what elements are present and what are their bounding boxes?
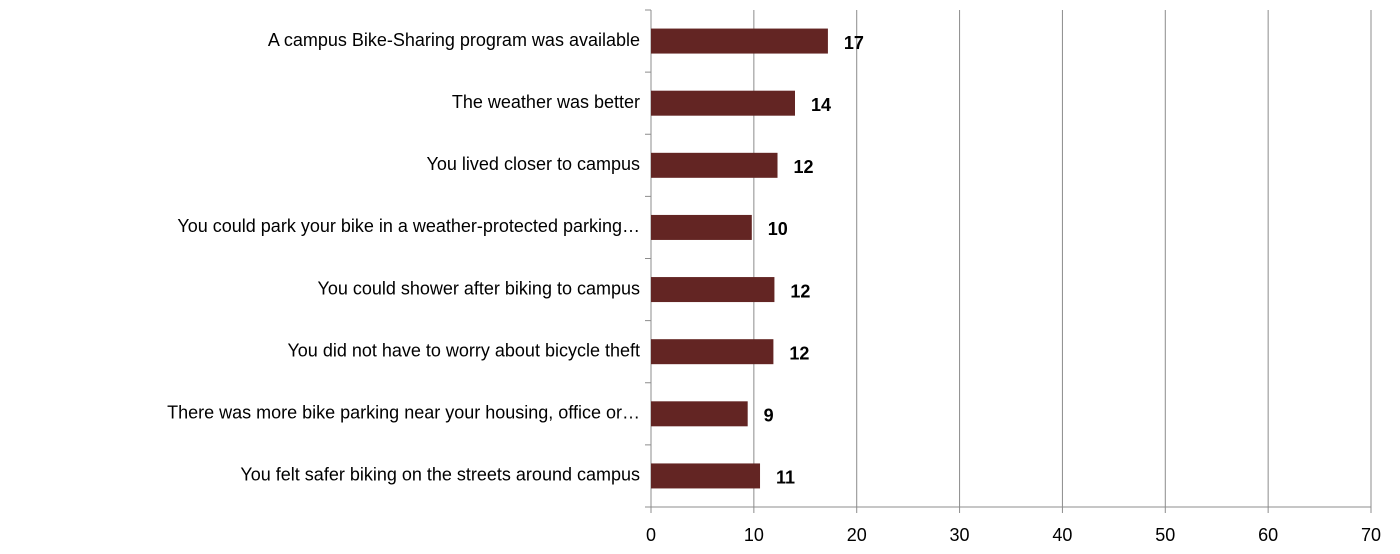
bar	[651, 152, 778, 178]
value-label: 14	[811, 95, 831, 115]
y-tick-label: You did not have to worry about bicycle …	[287, 340, 640, 360]
bar	[651, 277, 775, 303]
x-tick-label: 20	[847, 525, 867, 545]
y-tick-label: The weather was better	[452, 92, 640, 112]
y-tick-label: You could shower after biking to campus	[317, 278, 640, 298]
y-tick-label: You could park your bike in a weather-pr…	[177, 216, 640, 236]
x-tick-label: 30	[950, 525, 970, 545]
y-tick-label: There was more bike parking near your ho…	[167, 403, 640, 423]
y-tick-label: A campus Bike-Sharing program was availa…	[268, 30, 640, 50]
bar	[651, 339, 774, 365]
y-tick-label: You lived closer to campus	[427, 154, 640, 174]
bar	[651, 28, 828, 54]
value-label: 12	[794, 157, 814, 177]
value-label: 12	[789, 343, 809, 363]
value-label: 17	[844, 33, 864, 53]
value-label: 12	[790, 281, 810, 301]
x-tick-label: 40	[1052, 525, 1072, 545]
bar	[651, 401, 748, 427]
bar	[651, 90, 795, 116]
bar	[651, 463, 761, 489]
value-label: 11	[776, 468, 795, 488]
x-tick-label: 10	[744, 525, 764, 545]
value-label: 10	[768, 219, 788, 239]
x-tick-label: 50	[1155, 525, 1175, 545]
bar	[651, 214, 752, 240]
x-tick-label: 60	[1258, 525, 1278, 545]
y-tick-label: You felt safer biking on the streets aro…	[240, 465, 640, 485]
x-tick-label: 0	[646, 525, 656, 545]
value-label: 9	[764, 406, 774, 426]
x-tick-label: 70	[1361, 525, 1381, 545]
